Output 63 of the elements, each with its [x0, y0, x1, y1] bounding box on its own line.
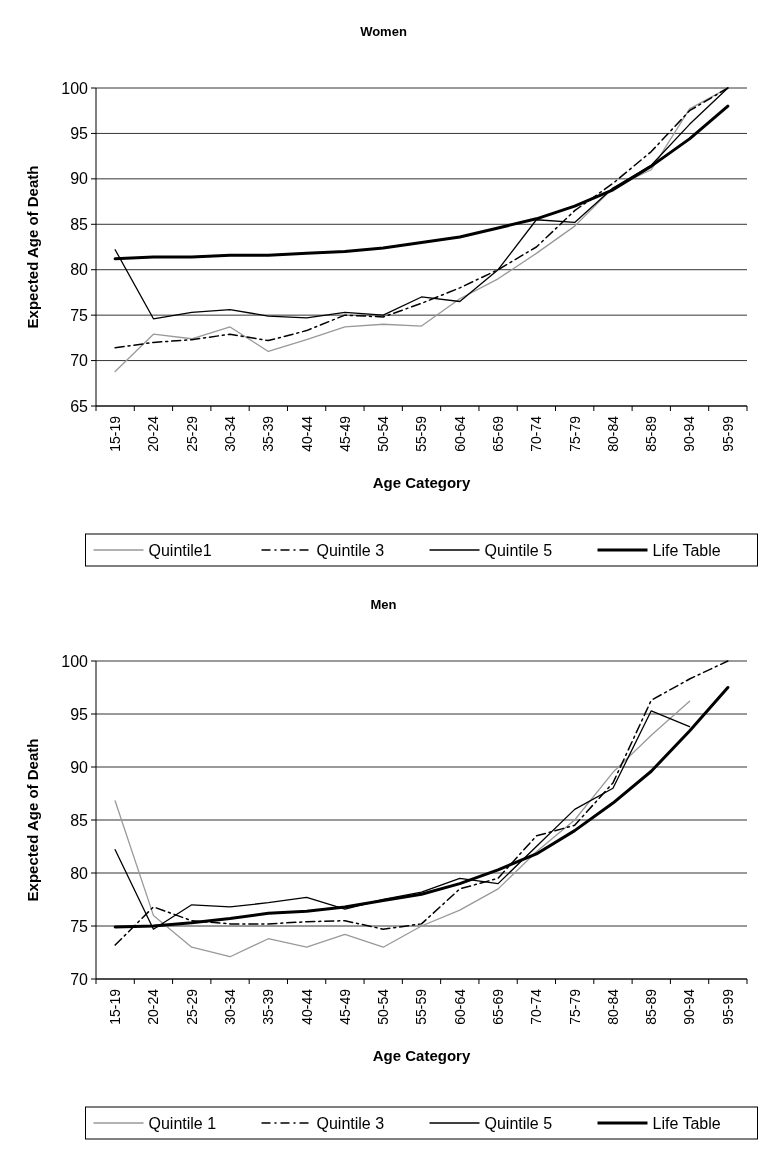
x-tick-label: 25-29 — [183, 988, 200, 1025]
x-tick-label: 45-49 — [336, 415, 353, 452]
x-tick-label: 80-84 — [604, 415, 621, 452]
x-tick-label: 75-79 — [566, 988, 583, 1025]
y-tick-label: 80 — [70, 261, 89, 279]
chart-title: Women — [360, 24, 407, 39]
y-tick-label: 100 — [61, 79, 89, 97]
x-tick-label: 50-54 — [375, 415, 392, 452]
x-tick-label: 20-24 — [145, 415, 162, 452]
x-tick-label: 85-89 — [643, 415, 660, 452]
y-tick-label: 95 — [70, 125, 89, 143]
x-tick-label: 95-99 — [719, 415, 736, 452]
x-tick-label: 80-84 — [604, 988, 621, 1025]
chart-title: Men — [370, 597, 397, 612]
legend-label: Quintile1 — [148, 541, 212, 559]
y-tick-label: 90 — [70, 170, 89, 188]
x-tick-label: 25-29 — [183, 415, 200, 452]
x-tick-label: 40-44 — [298, 988, 315, 1025]
y-tick-label: 70 — [70, 352, 89, 370]
legend-label: Life Table — [652, 1114, 721, 1132]
legend-label: Quintile 5 — [484, 1114, 553, 1132]
x-tick-label: 65-69 — [489, 415, 506, 452]
x-tick-label: 55-59 — [413, 415, 430, 452]
x-tick-label: 40-44 — [298, 415, 315, 452]
legend-label: Life Table — [652, 541, 721, 559]
x-tick-label: 60-64 — [451, 988, 468, 1025]
x-tick-label: 20-24 — [145, 988, 162, 1025]
x-tick-label: 50-54 — [375, 988, 392, 1025]
y-tick-label: 70 — [70, 970, 89, 988]
legend-label: Quintile 5 — [484, 541, 553, 559]
x-tick-label: 70-74 — [528, 988, 545, 1025]
y-axis-title: Expected Age of Death — [24, 165, 41, 329]
x-axis-title: Age Category — [372, 1047, 471, 1064]
x-tick-label: 95-99 — [719, 988, 736, 1025]
y-tick-label: 75 — [70, 306, 89, 324]
x-tick-label: 90-94 — [681, 415, 698, 452]
x-tick-label: 55-59 — [413, 988, 430, 1025]
legend-label: Quintile 3 — [316, 1114, 385, 1132]
y-tick-label: 65 — [70, 397, 89, 415]
x-tick-label: 90-94 — [681, 988, 698, 1025]
y-tick-label: 95 — [70, 705, 89, 723]
legend-label: Quintile 1 — [148, 1114, 217, 1132]
y-tick-label: 85 — [70, 215, 89, 233]
x-tick-label: 15-19 — [107, 988, 124, 1025]
y-tick-label: 90 — [70, 758, 89, 776]
legend-label: Quintile 3 — [316, 541, 385, 559]
y-axis-title: Expected Age of Death — [24, 738, 41, 902]
x-tick-label: 35-39 — [260, 988, 277, 1025]
x-tick-label: 30-34 — [221, 988, 238, 1025]
x-tick-label: 65-69 — [489, 988, 506, 1025]
x-tick-label: 70-74 — [528, 415, 545, 452]
y-tick-label: 75 — [70, 917, 89, 935]
x-axis-title: Age Category — [372, 474, 471, 491]
x-tick-label: 35-39 — [260, 415, 277, 452]
x-tick-label: 45-49 — [336, 988, 353, 1025]
y-tick-label: 100 — [61, 652, 89, 670]
x-tick-label: 30-34 — [221, 415, 238, 452]
x-tick-label: 60-64 — [451, 415, 468, 452]
y-tick-label: 85 — [70, 811, 89, 829]
x-tick-label: 85-89 — [643, 988, 660, 1025]
y-tick-label: 80 — [70, 864, 89, 882]
x-tick-label: 15-19 — [107, 415, 124, 452]
x-tick-label: 75-79 — [566, 415, 583, 452]
